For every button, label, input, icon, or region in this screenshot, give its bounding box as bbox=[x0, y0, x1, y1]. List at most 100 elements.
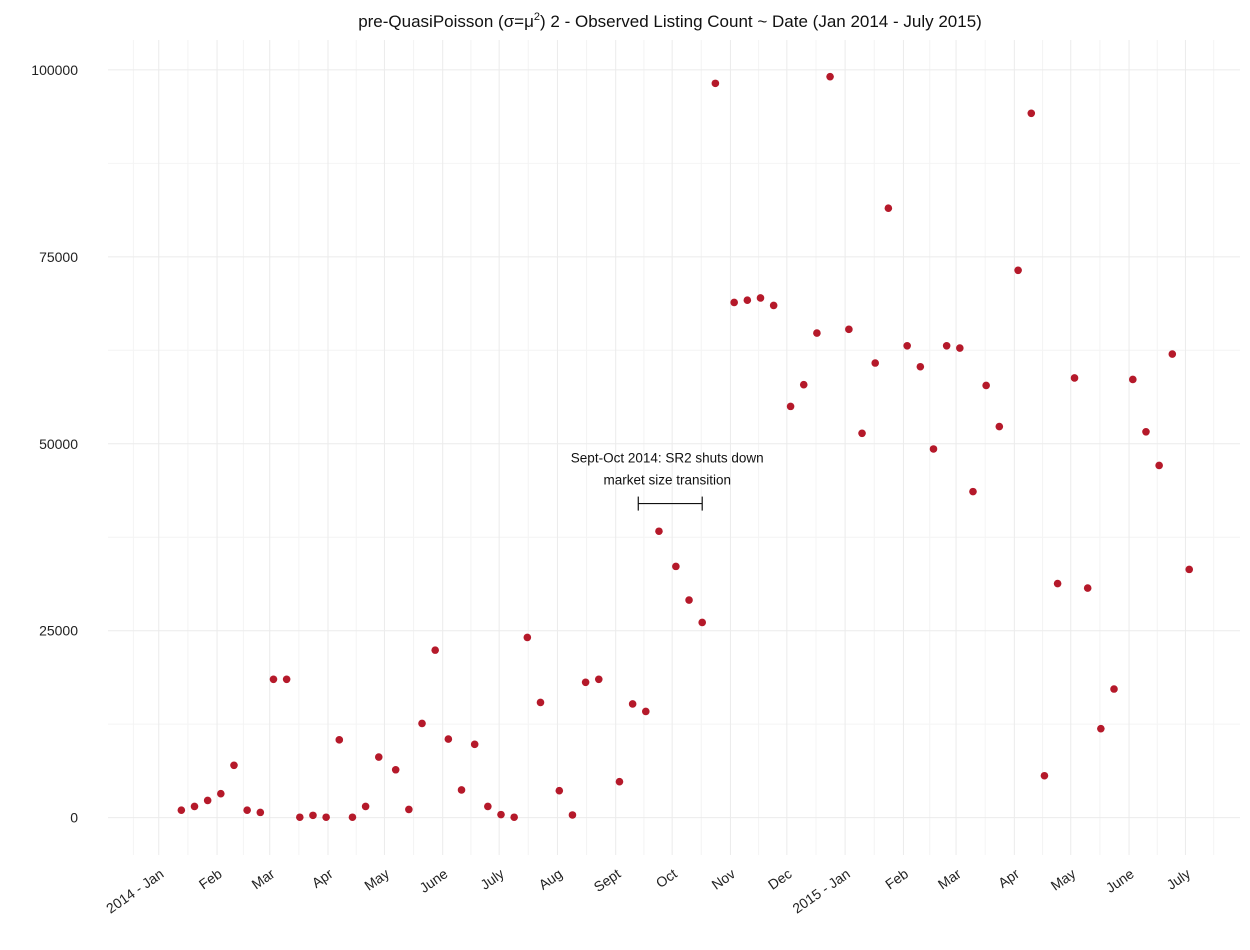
x-tick-label: Sept bbox=[591, 865, 624, 895]
data-point bbox=[730, 298, 738, 307]
x-tick-label: Dec bbox=[765, 865, 795, 892]
y-tick-label: 0 bbox=[70, 810, 78, 826]
data-point bbox=[523, 633, 532, 642]
x-tick-label: Nov bbox=[709, 865, 739, 892]
data-point bbox=[903, 342, 911, 350]
data-point bbox=[190, 802, 199, 811]
data-point bbox=[711, 79, 720, 88]
data-point bbox=[536, 698, 545, 707]
x-tick-label: June bbox=[1103, 865, 1137, 896]
data-points bbox=[177, 72, 1194, 822]
data-point bbox=[628, 700, 637, 708]
data-point bbox=[177, 806, 186, 814]
data-point bbox=[555, 786, 564, 795]
data-point bbox=[484, 802, 492, 811]
data-point bbox=[243, 806, 251, 814]
data-point bbox=[871, 359, 880, 367]
grid-minor bbox=[108, 40, 1240, 855]
data-point bbox=[826, 72, 834, 81]
data-point bbox=[282, 675, 291, 684]
data-point bbox=[672, 562, 680, 571]
data-point bbox=[799, 380, 808, 389]
data-point bbox=[510, 813, 518, 822]
data-point bbox=[1155, 461, 1163, 470]
data-point bbox=[916, 362, 925, 371]
data-point bbox=[698, 618, 707, 627]
data-point bbox=[322, 813, 330, 822]
data-point bbox=[884, 204, 893, 213]
data-point bbox=[685, 596, 693, 604]
data-point bbox=[568, 811, 577, 819]
data-point bbox=[217, 789, 225, 798]
data-point bbox=[615, 777, 624, 786]
x-tick-label: Mar bbox=[248, 865, 277, 892]
y-tick-label: 50000 bbox=[39, 436, 78, 452]
data-point bbox=[813, 329, 821, 337]
y-tick-label: 25000 bbox=[39, 623, 78, 639]
chart-title-post: ) 2 - Observed Listing Count ~ Date (Jan… bbox=[540, 12, 982, 31]
x-tick-label: May bbox=[1048, 865, 1079, 893]
x-tick-label: May bbox=[361, 865, 392, 893]
data-point bbox=[256, 808, 265, 817]
data-point bbox=[348, 813, 357, 822]
x-tick-label: Oct bbox=[653, 865, 680, 891]
x-tick-label: Mar bbox=[935, 865, 964, 892]
data-point bbox=[1129, 375, 1137, 384]
data-point bbox=[1014, 266, 1022, 275]
x-tick-label: 2015 - Jan bbox=[789, 865, 852, 916]
x-tick-label: July bbox=[1164, 865, 1194, 892]
data-point bbox=[269, 675, 278, 684]
data-point bbox=[296, 813, 304, 822]
data-point bbox=[431, 646, 439, 654]
data-point bbox=[391, 765, 400, 774]
data-point bbox=[1027, 109, 1036, 118]
data-point bbox=[1053, 579, 1062, 588]
data-point bbox=[497, 810, 505, 819]
annotation: Sept-Oct 2014: SR2 shuts down market size… bbox=[571, 451, 764, 511]
x-tick-label: 2014 - Jan bbox=[103, 865, 166, 916]
data-point bbox=[858, 429, 866, 438]
data-point bbox=[361, 802, 370, 811]
data-point bbox=[995, 422, 1004, 431]
annotation-line1: Sept-Oct 2014: SR2 shuts down bbox=[571, 451, 764, 466]
data-point bbox=[203, 796, 212, 805]
data-point bbox=[581, 678, 590, 687]
data-point bbox=[769, 301, 778, 310]
data-point bbox=[1168, 350, 1177, 358]
data-point bbox=[655, 527, 663, 536]
y-tick-label: 75000 bbox=[39, 249, 78, 265]
data-point bbox=[743, 296, 752, 305]
grid-major bbox=[108, 40, 1240, 855]
x-tick-label: Feb bbox=[196, 865, 225, 892]
data-point bbox=[956, 344, 964, 352]
data-point bbox=[942, 342, 951, 350]
chart-title: pre-QuasiPoisson (σ=μ2) 2 - Observed Lis… bbox=[358, 11, 982, 31]
data-point bbox=[457, 786, 466, 794]
x-tick-label: Aug bbox=[536, 865, 566, 892]
data-point bbox=[1185, 565, 1194, 574]
chart-title-sup: 2 bbox=[534, 11, 540, 23]
data-point bbox=[335, 736, 344, 744]
data-point bbox=[1097, 724, 1105, 733]
y-tick-label: 100000 bbox=[31, 62, 78, 78]
data-point bbox=[594, 675, 603, 684]
data-point bbox=[969, 487, 977, 496]
chart-title-pre: pre-QuasiPoisson (σ=μ bbox=[358, 12, 534, 31]
data-point bbox=[929, 445, 938, 453]
data-point bbox=[1040, 771, 1049, 780]
x-tick-label: July bbox=[477, 865, 507, 892]
data-point bbox=[470, 740, 479, 749]
data-point bbox=[309, 811, 317, 820]
x-axis: 2014 - Jan Feb Mar Apr May June July Aug Sept Oct… bbox=[103, 865, 1193, 916]
x-tick-label: Apr bbox=[309, 865, 336, 891]
data-point bbox=[374, 753, 383, 761]
y-axis: 0 25000 50000 75000 100000 bbox=[31, 62, 78, 826]
data-point bbox=[444, 735, 453, 743]
x-tick-label: June bbox=[416, 865, 450, 896]
data-point bbox=[418, 719, 426, 728]
data-point bbox=[405, 805, 413, 814]
data-point bbox=[756, 294, 765, 302]
x-tick-label: Apr bbox=[995, 865, 1022, 891]
data-point bbox=[845, 325, 853, 334]
